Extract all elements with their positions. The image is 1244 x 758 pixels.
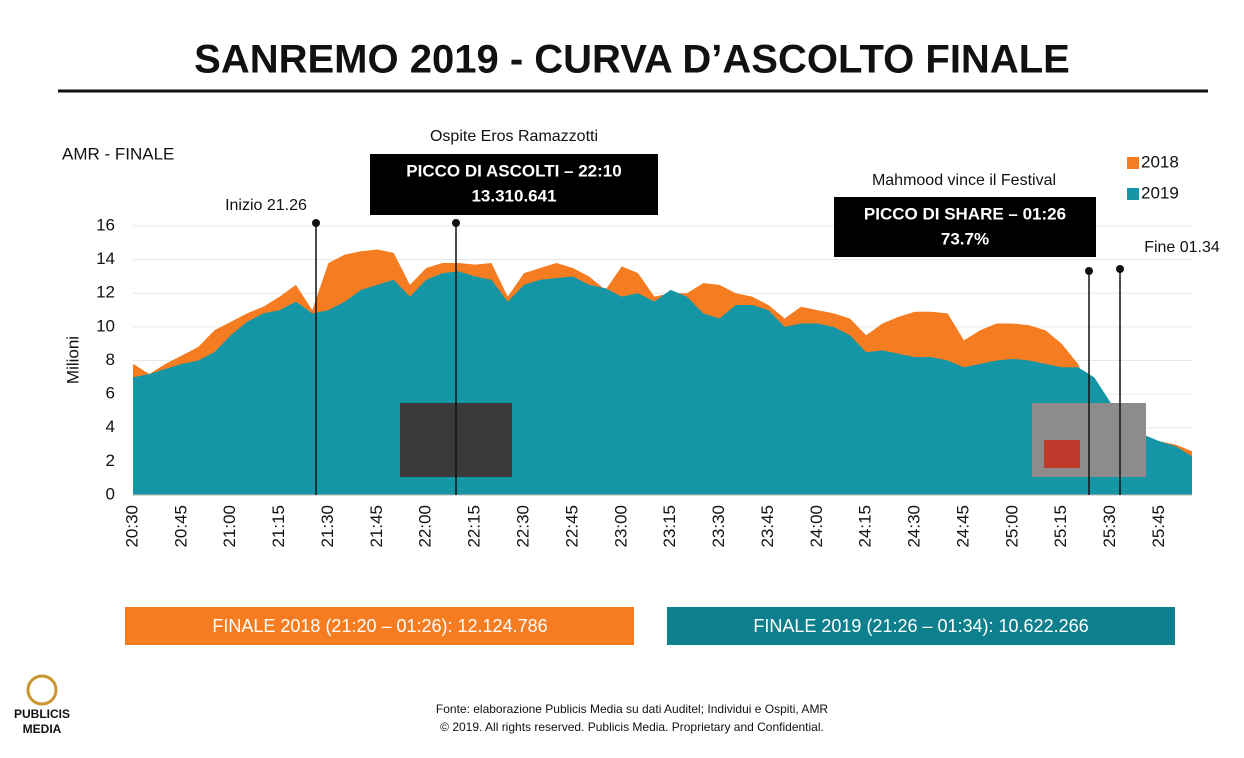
legend-label: 2019 <box>1141 183 1179 202</box>
annotations: Inizio 21.26 Ospite Eros Ramazzotti PICC… <box>225 128 1220 495</box>
x-tick-label: 24:00 <box>807 505 826 548</box>
marker-dot <box>1116 265 1124 273</box>
callout: 13.310.641 <box>471 186 556 205</box>
source: Fonte: elaborazione Publicis Media su da… <box>436 702 829 716</box>
x-tick-label: 22:45 <box>562 505 581 548</box>
callout: PICCO DI SHARE – 01:26 <box>864 204 1066 223</box>
callout: 73.7% <box>941 229 989 248</box>
x-tick-label: 24:15 <box>856 505 875 548</box>
logo: MEDIA <box>23 722 62 736</box>
area <box>133 271 1192 495</box>
x-tick-label: 23:00 <box>611 505 630 548</box>
logo: PUBLICIS <box>14 707 70 721</box>
legend-swatch <box>1127 188 1139 200</box>
y-tick-label: 2 <box>106 451 115 470</box>
x-tick-label: 24:30 <box>905 505 924 548</box>
y-tick-label: 12 <box>96 283 115 302</box>
y-tick-label: 4 <box>106 417 115 436</box>
legend-swatch <box>1127 157 1139 169</box>
x-tick-label: 22:15 <box>465 505 484 548</box>
x-tick-label: 25:00 <box>1002 505 1021 548</box>
plot: 0 2 4 6 8 10 12 14 16 20:30 20:45 21:00 21:15 21:30 21… <box>96 215 1192 548</box>
callout: PICCO DI ASCOLTI – 22:10 <box>406 161 621 180</box>
summary-box <box>125 607 634 645</box>
x-tick-label: 21:00 <box>220 505 239 548</box>
summary: FINALE 2019 (21:26 – 01:34): 10.622.266 <box>753 616 1088 636</box>
x-tick-label: 21:15 <box>269 505 288 548</box>
x-tick-label: 25:15 <box>1051 505 1070 548</box>
annotation: Ospite Eros Ramazzotti <box>430 128 598 145</box>
x-tick-label: 24:45 <box>953 505 972 548</box>
x-tick-label: 21:45 <box>367 505 386 548</box>
x-tick-label: 23:45 <box>758 505 777 548</box>
summary: FINALE 2018 (21:20 – 01:26): 12.124.786 <box>212 616 547 636</box>
legend: 2018 2019 <box>1127 152 1179 202</box>
marker-dot <box>452 219 460 227</box>
annotation: Fine 01.34 <box>1144 239 1220 256</box>
x-tick-label: 20:45 <box>171 505 190 548</box>
callout-box <box>370 154 658 215</box>
y-axis-label: Milioni <box>63 336 82 384</box>
x-tick-label: 22:30 <box>513 505 532 548</box>
x-tick-label: 22:00 <box>416 505 435 548</box>
legend-label: 2018 <box>1141 152 1179 171</box>
photo-detail <box>1044 440 1080 468</box>
x-tick-label: 25:45 <box>1149 505 1168 548</box>
y-tick-label: 8 <box>106 350 115 369</box>
marker-dot <box>1085 267 1093 275</box>
marker-dot <box>312 219 320 227</box>
subtitle: AMR - FINALE <box>62 144 174 163</box>
x-tick-label: 20:30 <box>122 505 141 548</box>
callout-box <box>834 197 1096 257</box>
chart-title: SANREMO 2019 - CURVA D’ASCOLTO FINALE <box>194 38 1070 82</box>
x-tick-label: 23:30 <box>709 505 728 548</box>
annotation: Mahmood vince il Festival <box>872 172 1056 189</box>
source: © 2019. All rights reserved. Publicis Me… <box>440 720 824 734</box>
y-tick-label: 6 <box>106 384 115 403</box>
x-tick-label: 25:30 <box>1100 505 1119 548</box>
logo-mark <box>26 674 58 706</box>
y-tick-label: 0 <box>106 484 115 503</box>
summary-box <box>667 607 1175 645</box>
x-tick-label: 21:30 <box>318 505 337 548</box>
x-tick-label: 23:15 <box>660 505 679 548</box>
y-tick-label: 16 <box>96 215 115 234</box>
y-tick-label: 10 <box>96 316 115 335</box>
y-tick-label: 14 <box>96 249 115 268</box>
annotation: Inizio 21.26 <box>225 197 307 214</box>
